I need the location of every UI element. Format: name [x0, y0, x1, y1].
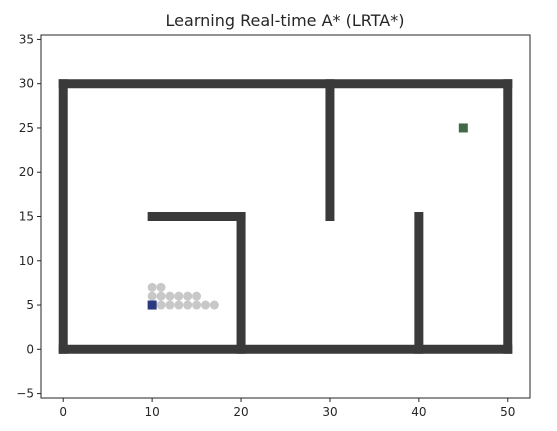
goal-marker: [458, 123, 468, 133]
start-marker: [147, 300, 157, 310]
y-tick-label: 0: [26, 342, 34, 356]
visited-point-15: [209, 300, 219, 310]
y-tick-label: 15: [19, 210, 34, 224]
x-tick-label: 30: [322, 405, 337, 419]
visited-point-14: [200, 300, 210, 310]
y-tick-label: 30: [19, 77, 34, 91]
visited-point-11: [174, 300, 184, 310]
y-tick-label: 20: [19, 165, 34, 179]
visited-point-0: [147, 282, 157, 292]
y-tick-label: 5: [26, 298, 34, 312]
plot-marks: [58, 79, 513, 354]
y-tick-label: −5: [16, 387, 34, 401]
x-tick-label: 50: [500, 405, 515, 419]
visited-point-3: [156, 291, 166, 301]
visited-point-13: [192, 300, 202, 310]
x-tick-label: 0: [59, 405, 67, 419]
visited-point-7: [192, 291, 202, 301]
chart-title: Learning Real-time A* (LRTA*): [166, 11, 405, 30]
visited-point-5: [174, 291, 184, 301]
x-axis: 0 10 20 30 40 50: [59, 398, 515, 419]
y-tick-label: 35: [19, 32, 34, 46]
visited-point-4: [165, 291, 175, 301]
plot-area-frame: [40, 34, 531, 399]
visited-point-10: [165, 300, 175, 310]
x-tick-label: 40: [411, 405, 426, 419]
y-axis: −5 0 5 10 15 20 25 30 35: [16, 32, 41, 401]
visited-point-1: [156, 282, 166, 292]
visited-point-12: [183, 300, 193, 310]
y-tick-label: 25: [19, 121, 34, 135]
visited-point-9: [156, 300, 166, 310]
visited-point-6: [183, 291, 193, 301]
visited-point-2: [147, 291, 157, 301]
y-tick-label: 10: [19, 254, 34, 268]
x-tick-label: 10: [144, 405, 159, 419]
x-tick-label: 20: [233, 405, 248, 419]
